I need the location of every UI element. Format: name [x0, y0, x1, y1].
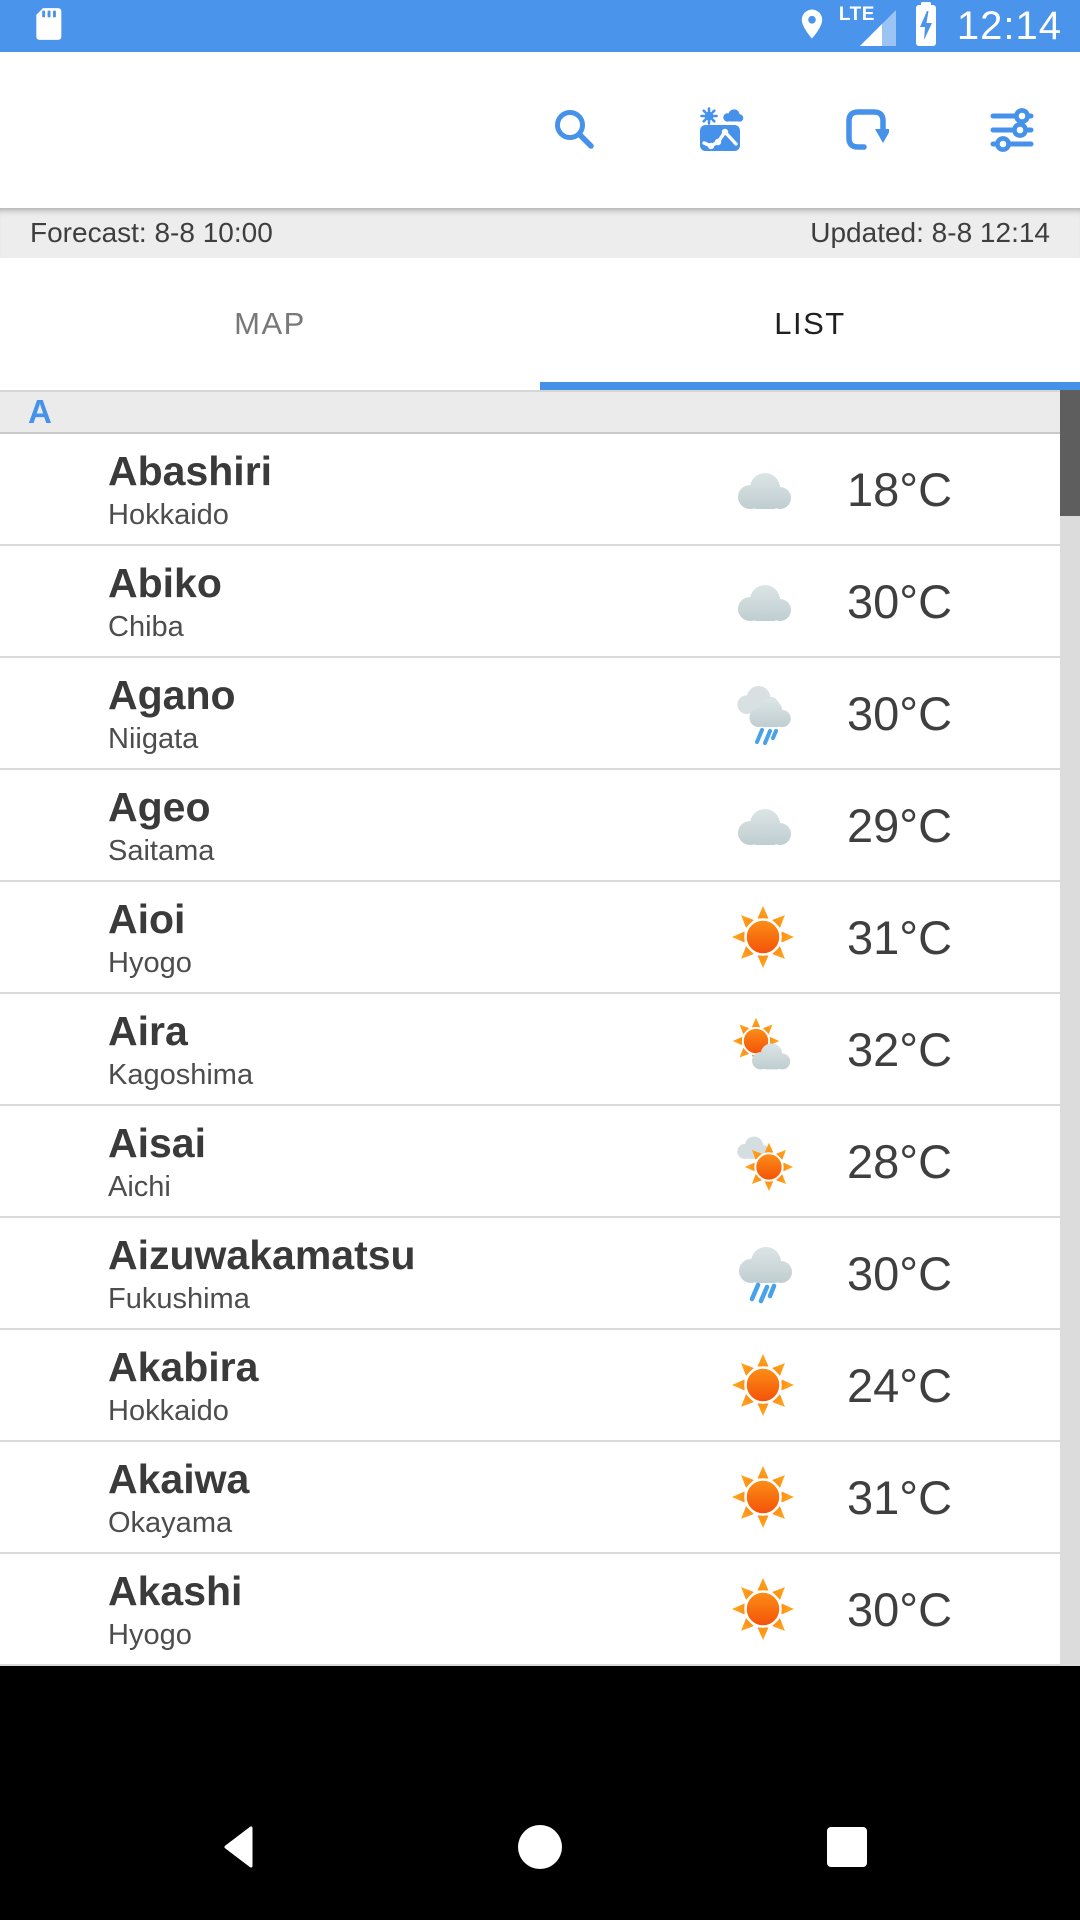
city-name: Abiko	[108, 559, 222, 606]
city-prefecture: Hokkaido	[108, 498, 229, 531]
city-name: Aioi	[108, 895, 186, 942]
status-bar: LTE 12:14	[0, 0, 1080, 52]
list-scrollbar-handle[interactable]	[1060, 390, 1080, 516]
search-button[interactable]	[550, 106, 598, 154]
city-name: Akaiwa	[108, 1455, 250, 1502]
weather-icon-sunny	[731, 1353, 795, 1417]
nav-home-button[interactable]	[504, 1812, 576, 1884]
filter-settings-button[interactable]	[988, 106, 1036, 154]
active-tab-indicator	[540, 382, 1080, 390]
city-prefecture: Hokkaido	[108, 1394, 229, 1427]
city-prefecture: Chiba	[108, 610, 184, 643]
temperature-value: 24°C	[847, 1358, 953, 1412]
weather-map-icon	[696, 105, 744, 156]
signal-icon: LTE	[839, 2, 901, 50]
search-icon	[551, 106, 597, 155]
city-row[interactable]: Abiko Chiba 30°C	[0, 546, 1080, 658]
weather-icon-sun-with-cloud	[731, 1017, 795, 1081]
city-name: Akabira	[108, 1343, 259, 1390]
city-prefecture: Niigata	[108, 722, 199, 755]
city-prefecture: Hyogo	[108, 946, 192, 979]
city-name: Agano	[108, 671, 236, 718]
weather-icon-rain-double-cloud	[731, 681, 795, 745]
refresh-icon	[843, 106, 891, 155]
city-list: Abashiri Hokkaido 18°C Abiko Chiba 30°C …	[0, 434, 1080, 1666]
temperature-value: 30°C	[847, 574, 953, 628]
city-row[interactable]: Aioi Hyogo 31°C	[0, 882, 1080, 994]
temperature-value: 30°C	[847, 1582, 953, 1636]
temperature-value: 29°C	[847, 798, 953, 852]
city-row[interactable]: Akashi Hyogo 30°C	[0, 1554, 1080, 1666]
map-list-tabs: MAP LIST	[0, 258, 1080, 390]
city-name: Aisai	[108, 1119, 206, 1166]
section-letter: A	[28, 393, 52, 430]
city-row[interactable]: Aizuwakamatsu Fukushima 30°C	[0, 1218, 1080, 1330]
bottom-black-area	[0, 1666, 1080, 1920]
city-prefecture: Aichi	[108, 1170, 171, 1203]
weather-icon-cloudy	[731, 793, 795, 857]
location-icon	[795, 5, 829, 48]
temperature-value: 28°C	[847, 1134, 953, 1188]
weather-icon-cloudy	[731, 569, 795, 633]
section-header-a: A	[0, 390, 1080, 434]
city-row[interactable]: Abashiri Hokkaido 18°C	[0, 434, 1080, 546]
nav-back-button[interactable]	[202, 1812, 274, 1884]
tab-list[interactable]: LIST	[540, 258, 1080, 390]
city-name: Akashi	[108, 1567, 243, 1614]
back-icon	[223, 1825, 253, 1872]
city-row[interactable]: Aira Kagoshima 32°C	[0, 994, 1080, 1106]
weather-icon-cloudy	[731, 457, 795, 521]
network-type-label: LTE	[838, 4, 875, 25]
recents-icon	[826, 1826, 868, 1871]
battery-charging-icon	[911, 0, 941, 53]
city-prefecture: Hyogo	[108, 1618, 192, 1651]
home-icon	[517, 1824, 563, 1873]
forecast-info-bar: Forecast: 8-8 10:00 Updated: 8-8 12:14	[0, 208, 1080, 258]
city-row[interactable]: Ageo Saitama 29°C	[0, 770, 1080, 882]
forecast-timestamp: Forecast: 8-8 10:00	[30, 217, 273, 248]
city-prefecture: Fukushima	[108, 1282, 250, 1315]
tune-icon	[989, 106, 1035, 155]
refresh-button[interactable]	[842, 106, 891, 155]
weather-icon-rain	[731, 1241, 795, 1305]
temperature-value: 31°C	[847, 1470, 953, 1524]
android-navigation-bar	[0, 1776, 1080, 1920]
city-row[interactable]: Akaiwa Okayama 31°C	[0, 1442, 1080, 1554]
tab-map[interactable]: MAP	[0, 258, 540, 390]
city-name: Aizuwakamatsu	[108, 1231, 416, 1278]
temperature-value: 31°C	[847, 910, 953, 964]
app-toolbar	[0, 52, 1080, 208]
city-name: Aira	[108, 1007, 188, 1054]
weather-map-button[interactable]	[696, 106, 744, 154]
weather-icon-sunny	[731, 1577, 795, 1641]
city-prefecture: Okayama	[108, 1506, 233, 1539]
city-prefecture: Saitama	[108, 834, 215, 867]
nav-recents-button[interactable]	[811, 1812, 883, 1884]
temperature-value: 30°C	[847, 1246, 953, 1300]
weather-icon-sunny	[731, 1465, 795, 1529]
city-row[interactable]: Agano Niigata 30°C	[0, 658, 1080, 770]
city-prefecture: Kagoshima	[108, 1058, 254, 1091]
temperature-value: 30°C	[847, 686, 953, 740]
city-name: Ageo	[108, 783, 211, 830]
list-scrollbar-track	[1060, 390, 1080, 1666]
city-row[interactable]: Aisai Aichi 28°C	[0, 1106, 1080, 1218]
weather-icon-sunny	[731, 905, 795, 969]
city-row[interactable]: Akabira Hokkaido 24°C	[0, 1330, 1080, 1442]
temperature-value: 32°C	[847, 1022, 953, 1076]
clock: 12:14	[956, 3, 1062, 48]
updated-timestamp: Updated: 8-8 12:14	[810, 217, 1050, 248]
temperature-value: 18°C	[847, 462, 953, 516]
weather-icon-cloud-with-sun	[731, 1129, 795, 1193]
city-name: Abashiri	[108, 447, 273, 494]
sd-card-icon	[28, 2, 68, 51]
